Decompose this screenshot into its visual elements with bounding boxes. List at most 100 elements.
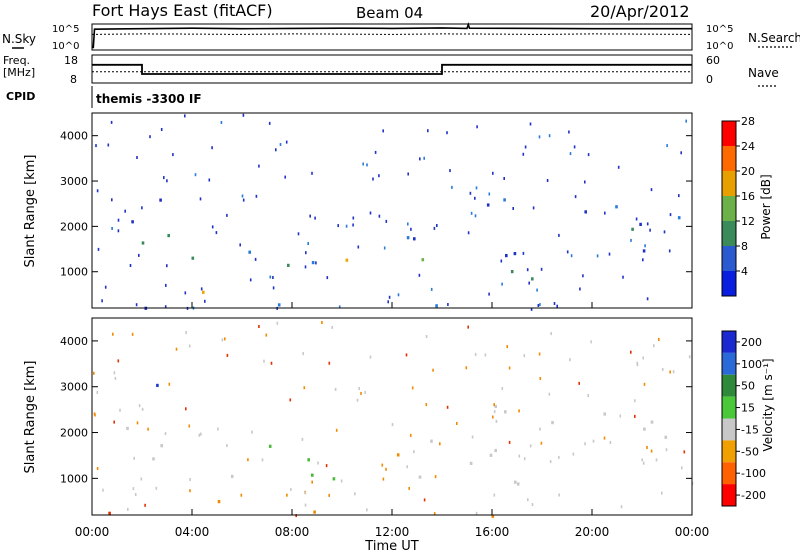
velocity-cell [413, 450, 415, 454]
velocity-cell [311, 480, 313, 484]
velocity-cell [518, 409, 520, 413]
power-cell [539, 303, 541, 307]
power-cell [249, 278, 252, 282]
freq-label-line2: [MHz] [3, 66, 35, 79]
power-y-axis: 1000 2000 3000 4000 [60, 130, 692, 279]
velocity-cell [484, 353, 487, 357]
velocity-cell [501, 387, 504, 391]
velocity-cell [188, 344, 191, 348]
power-cell [410, 227, 412, 231]
velocity-cell [96, 467, 99, 470]
velocity-cell [665, 448, 668, 452]
power-cell [311, 171, 313, 175]
velocity-cell [136, 421, 139, 425]
x-tick-label: 20:00 [575, 525, 610, 539]
colorbar-segment [722, 462, 736, 485]
velocity-cell [469, 461, 473, 465]
velocity-cell [185, 331, 187, 335]
power-cell [309, 214, 311, 218]
power-cell [211, 225, 214, 229]
power-cell [101, 299, 103, 303]
power-cell [269, 275, 272, 279]
velocity-cell [653, 344, 655, 348]
colorbar-tick-label: -200 [741, 489, 766, 502]
power-cell [372, 177, 374, 181]
velocity-cell [550, 332, 552, 336]
power-cell [104, 285, 107, 289]
velocity-cell [572, 452, 575, 456]
velocity-cell [650, 420, 654, 424]
power-cell [540, 267, 543, 271]
power-cell [568, 130, 570, 134]
x-tick-label: 04:00 [175, 525, 210, 539]
power-cell [644, 244, 646, 248]
frequency-line [92, 63, 692, 75]
power-cell [513, 252, 517, 256]
velocity-cell [650, 449, 653, 453]
power-cell [530, 307, 533, 311]
velocity-cell [409, 433, 412, 437]
power-cell [131, 220, 134, 224]
power-cell [279, 143, 282, 146]
power-cell [287, 263, 290, 267]
power-colorbar-label: Power [dB] [759, 174, 773, 239]
velocity-cell [634, 399, 636, 403]
power-cell [538, 135, 541, 139]
colorbar-tick-label: 15 [741, 402, 755, 415]
power-cell [200, 287, 203, 291]
velocity-cell [467, 325, 469, 329]
power-cell [650, 188, 653, 192]
velocity-cell [548, 392, 551, 396]
velocity-cell [356, 398, 359, 402]
velocity-cell [683, 450, 686, 454]
velocity-cell [140, 477, 143, 481]
velocity-colorbar-label: Velocity [m s⁻¹] [761, 358, 775, 451]
velocity-cell [113, 371, 116, 375]
power-cell [556, 304, 558, 308]
velocity-cell [514, 480, 517, 484]
colorbar-segment [722, 484, 736, 506]
velocity-cell [226, 353, 229, 357]
power-cell [305, 251, 307, 255]
power-cell [166, 264, 168, 268]
velocity-cell [474, 352, 477, 356]
power-cell [677, 216, 681, 220]
velocity-cell [603, 436, 606, 440]
colorbar-tick-label: 12 [741, 215, 755, 228]
power-cell [297, 232, 300, 236]
power-cell [418, 273, 421, 277]
velocity-cell [240, 493, 243, 497]
velocity-cell [155, 486, 158, 490]
power-cell [531, 277, 534, 281]
velocity-cell [131, 332, 134, 336]
colorbar-tick-label: 50 [741, 380, 755, 393]
power-cell [388, 295, 391, 299]
power-cell [338, 305, 341, 309]
velocity-cell [508, 366, 511, 370]
power-cell [668, 249, 671, 253]
velocity-cell [433, 512, 436, 516]
velocity-cell [364, 390, 366, 394]
velocity-cell [531, 503, 534, 507]
velocity-cell [493, 493, 496, 497]
power-cell [194, 173, 197, 177]
power-cell [475, 186, 478, 190]
velocity-cell [664, 435, 668, 439]
velocity-cell [456, 422, 458, 425]
power-cell [566, 250, 569, 254]
noise-panel: 10^5 10^0 10^5 10^0 [52, 21, 733, 52]
power-cell [141, 206, 143, 210]
power-cell [304, 265, 307, 269]
velocity-cell [432, 368, 434, 372]
velocity-cell [493, 410, 496, 414]
power-cell [635, 217, 638, 221]
velocity-cell [311, 473, 314, 477]
power-cell [202, 290, 205, 294]
noise-tick-left-bottom: 10^0 [52, 41, 79, 52]
velocity-cell [328, 493, 330, 497]
velocity-cell [491, 514, 495, 518]
power-cell [553, 302, 556, 305]
velocity-cell [175, 347, 178, 351]
velocity-cell [96, 390, 99, 394]
velocity-cell [325, 464, 328, 468]
